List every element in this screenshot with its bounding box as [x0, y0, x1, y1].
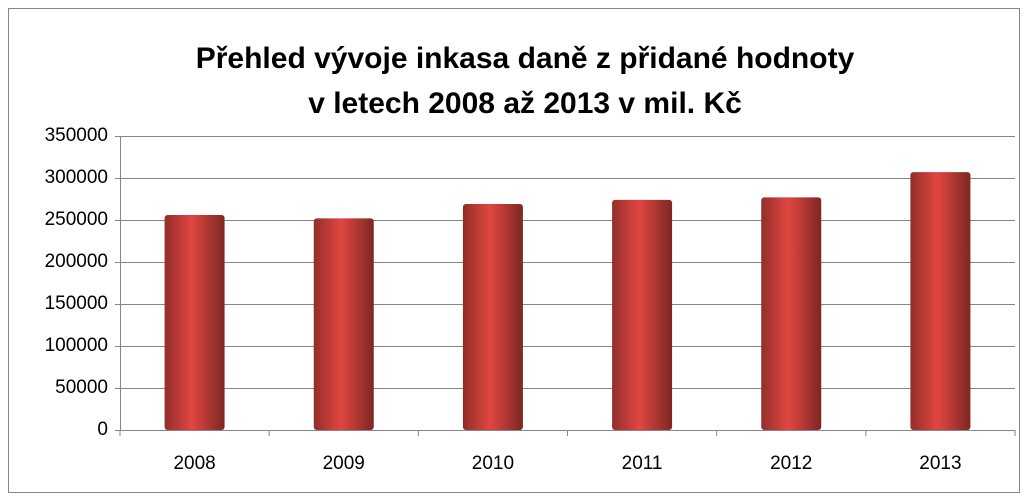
x-tick-label: 2011 [622, 453, 663, 474]
chart-title: v letech 2008 až 2013 v mil. Kč [308, 87, 742, 120]
bar [910, 172, 971, 430]
x-tick-label: 2008 [173, 453, 215, 474]
y-tick-label: 150000 [45, 293, 108, 314]
bar [612, 199, 673, 430]
bar [313, 218, 374, 430]
y-tick-label: 0 [97, 419, 108, 440]
y-tick-label: 50000 [55, 377, 108, 398]
bar [761, 197, 822, 430]
x-tick-label: 2012 [770, 453, 812, 474]
x-tick-label: 2009 [323, 453, 365, 474]
y-tick-label: 100000 [45, 335, 108, 356]
x-tick-label: 2013 [919, 453, 961, 474]
y-tick-label: 250000 [45, 209, 108, 230]
chart-title: Přehled vývoje inkasa daně z přidané hod… [196, 42, 855, 75]
x-tick-label: 2010 [472, 453, 514, 474]
bar [164, 214, 225, 430]
y-tick-label: 200000 [45, 251, 108, 272]
y-tick-label: 350000 [45, 125, 108, 146]
bar [462, 204, 523, 430]
y-tick-label: 300000 [45, 167, 108, 188]
